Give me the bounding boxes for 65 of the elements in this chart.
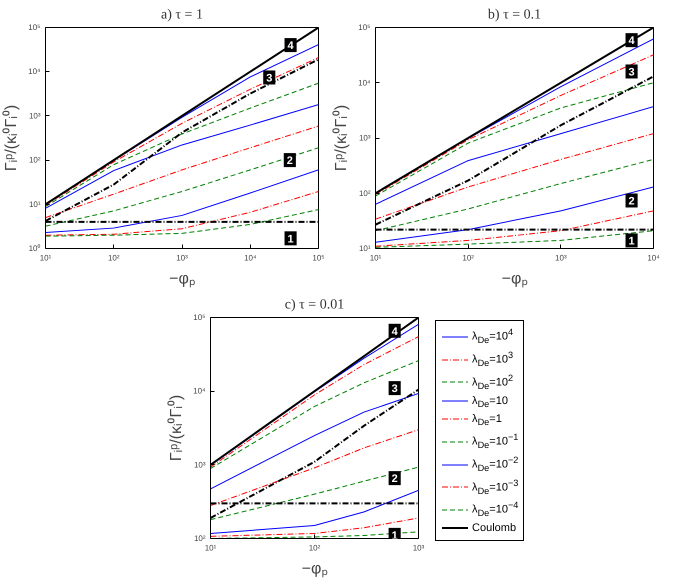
x-axis-title: −φₚ <box>169 270 195 288</box>
line-series <box>376 106 654 205</box>
y-tick-label: 10² <box>194 534 206 543</box>
line-series <box>46 126 318 218</box>
annotation: 3 <box>392 383 398 396</box>
x-tick-label: 10² <box>108 254 120 262</box>
annotation: 4 <box>628 35 636 48</box>
x-tick-label: 10⁵ <box>312 254 325 262</box>
line-series <box>376 186 654 243</box>
y-axis-title: Γᵢᵖ/(κᵢ⁰Γᵢ⁰) <box>2 104 20 172</box>
y-tick-label: 10⁵ <box>358 23 371 32</box>
y-tick-label: 10² <box>358 188 371 198</box>
y-axis-title: Γᵢᵖ/(κᵢ⁰Γᵢ⁰) <box>167 394 186 462</box>
line-series <box>46 104 318 209</box>
line-series <box>376 133 654 220</box>
line-series <box>376 82 654 197</box>
annotation: 2 <box>286 155 293 168</box>
x-tick-label: 10¹ <box>370 254 382 262</box>
legend-label: λ$_{De}$=10$^{−3}$ <box>471 476 518 498</box>
legend-label: λ$_{De}$=1 <box>471 412 503 429</box>
y-tick-label: 10³ <box>194 460 206 470</box>
x-tick-label: 10⁴ <box>244 254 257 262</box>
chart-title: a) τ = 1 <box>161 8 203 22</box>
legend-label: λ$_{De}$=10$^{4}$ <box>471 326 514 347</box>
annotation: 3 <box>628 66 635 78</box>
x-tick-label: 10¹ <box>204 544 217 552</box>
line-series <box>46 82 318 208</box>
y-tick-label: 10² <box>28 156 41 165</box>
annotation: 4 <box>288 40 295 52</box>
y-tick-label: 10⁴ <box>28 67 42 76</box>
x-tick-label: 10³ <box>412 544 425 552</box>
legend-label: λ$_{De}$=10$^{3}$ <box>471 348 514 370</box>
chart-title: c) τ = 0.01 <box>284 298 344 312</box>
annotation: 2 <box>392 473 398 486</box>
x-tick-label: 10² <box>308 544 321 552</box>
legend-label: λ$_{De}$=10$^{−4}$ <box>471 499 518 520</box>
x-axis-title: −φₚ <box>302 560 328 578</box>
y-tick-label: 10³ <box>28 111 41 120</box>
y-tick-label: 10⁵ <box>28 23 41 32</box>
y-tick-label: 10³ <box>358 134 371 142</box>
x-axis-title: −φₚ <box>502 270 528 288</box>
x-tick-label: 10¹ <box>40 254 52 262</box>
annotation: 4 <box>392 326 399 338</box>
y-tick-label: 10⁰ <box>28 244 41 253</box>
legend-label: Coulomb <box>471 522 518 536</box>
annotation: 3 <box>266 72 272 84</box>
y-tick-label: 10¹ <box>358 244 371 253</box>
chart-title: b) τ = 0.1 <box>488 8 542 22</box>
x-tick-label: 10² <box>462 254 474 262</box>
annotation: 1 <box>628 235 635 248</box>
annotation: 2 <box>628 195 635 208</box>
annotation: 1 <box>288 233 294 246</box>
legend-label: λ$_{De}$=10 <box>471 394 509 411</box>
line-series <box>376 158 654 232</box>
legend-label: λ$_{De}$=10$^{2}$ <box>471 372 514 393</box>
legend-label: λ$_{De}$=10$^{−2}$ <box>471 454 518 475</box>
legend-label: λ$_{De}$=10$^{−1}$ <box>471 430 518 452</box>
y-tick-label: 10¹ <box>28 200 41 209</box>
y-tick-label: 10⁴ <box>358 78 372 88</box>
y-axis-title: Γᵢᵖ/(κᵢ⁰Γᵢ⁰) <box>332 104 350 172</box>
x-tick-label: 10⁴ <box>647 254 660 262</box>
x-tick-label: 10³ <box>555 254 567 262</box>
y-tick-label: 10⁵ <box>193 313 206 322</box>
y-tick-label: 10⁴ <box>193 386 206 396</box>
x-tick-label: 10³ <box>176 254 188 262</box>
